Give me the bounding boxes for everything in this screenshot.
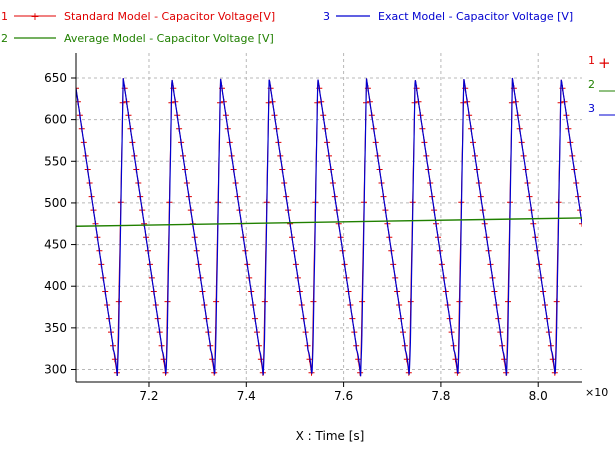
x-ticks: 7.2 7.4 7.6 7.8 8.0 <box>139 382 548 403</box>
indicator-id-1: 1 <box>588 54 595 67</box>
x-tick-label: 7.6 <box>334 389 353 403</box>
y-tick-label: 600 <box>44 113 67 127</box>
grid <box>76 53 582 382</box>
y-tick-label: 350 <box>44 321 67 335</box>
series-average-model <box>76 217 582 227</box>
series-exact-model <box>76 77 582 377</box>
y-tick-label: 500 <box>44 196 67 210</box>
series-indicators: 1 + 2 3 <box>588 54 615 116</box>
y-tick-label: 450 <box>44 238 67 252</box>
x-tick-label: 7.2 <box>139 389 158 403</box>
legend: 1 + Standard Model - Capacitor Voltage[V… <box>1 10 573 45</box>
legend-id-3: 3 <box>323 10 330 23</box>
y-tick-label: 650 <box>44 71 67 85</box>
legend-label-1: Standard Model - Capacitor Voltage[V] <box>64 10 275 23</box>
x-multiplier: ×10 <box>585 386 608 399</box>
x-axis-label: X : Time [s] <box>296 429 365 443</box>
indicator-id-2: 2 <box>588 78 595 91</box>
y-tick-label: 300 <box>44 363 67 377</box>
x-tick-label: 8.0 <box>529 389 548 403</box>
y-tick-label: 400 <box>44 279 67 293</box>
indicator-marker-1: + <box>598 54 611 72</box>
legend-id-1: 1 <box>1 10 8 23</box>
legend-id-2: 2 <box>1 32 8 45</box>
y-tick-label: 550 <box>44 154 67 168</box>
marker-plus <box>579 220 582 227</box>
indicator-id-3: 3 <box>588 102 595 115</box>
x-tick-label: 7.4 <box>237 389 256 403</box>
series-standard-model <box>76 77 582 377</box>
legend-marker-1: + <box>30 10 39 23</box>
y-ticks: 300 350 400 450 500 550 600 650 <box>44 71 76 377</box>
series-layer <box>76 77 582 377</box>
legend-label-3: Exact Model - Capacitor Voltage [V] <box>378 10 573 23</box>
marker-plus <box>76 85 79 92</box>
legend-label-2: Average Model - Capacitor Voltage [V] <box>64 32 274 45</box>
x-tick-label: 7.8 <box>431 389 450 403</box>
